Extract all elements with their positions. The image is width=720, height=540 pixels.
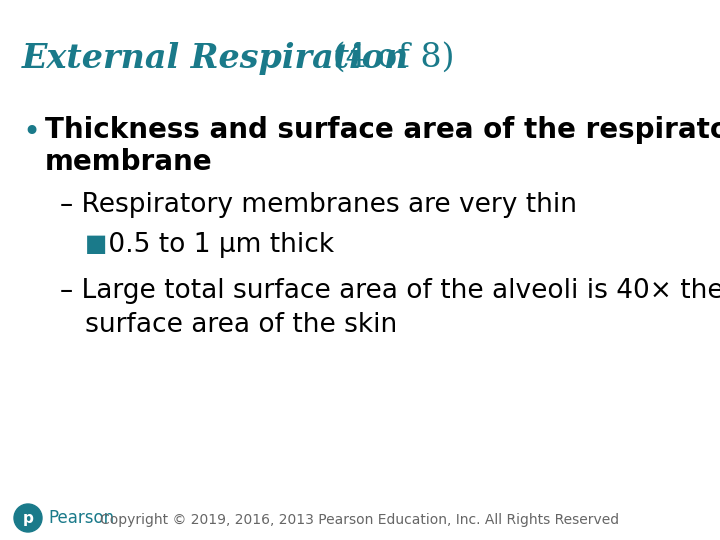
Text: surface area of the skin: surface area of the skin: [60, 312, 397, 338]
Text: 0.5 to 1 μm thick: 0.5 to 1 μm thick: [100, 232, 334, 258]
Text: Thickness and surface area of the respiratory: Thickness and surface area of the respir…: [45, 116, 720, 144]
Text: – Respiratory membranes are very thin: – Respiratory membranes are very thin: [60, 192, 577, 218]
Circle shape: [14, 504, 42, 532]
Text: Copyright © 2019, 2016, 2013 Pearson Education, Inc. All Rights Reserved: Copyright © 2019, 2016, 2013 Pearson Edu…: [100, 513, 620, 527]
Text: ■: ■: [85, 232, 107, 256]
Text: Pearson: Pearson: [48, 509, 114, 527]
Text: (4 of 8): (4 of 8): [322, 42, 454, 74]
Text: membrane: membrane: [45, 148, 212, 176]
Text: – Large total surface area of the alveoli is 40× the: – Large total surface area of the alveol…: [60, 278, 720, 304]
Text: p: p: [22, 510, 33, 525]
Text: •: •: [22, 118, 40, 147]
Text: External Respiration: External Respiration: [22, 42, 409, 75]
